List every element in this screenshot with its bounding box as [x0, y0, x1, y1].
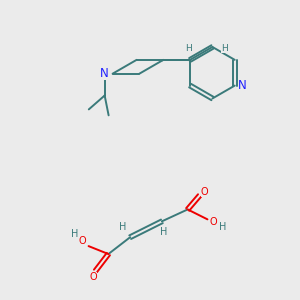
Text: H: H	[160, 227, 168, 237]
Text: N: N	[100, 67, 109, 80]
Text: H: H	[219, 222, 226, 232]
Text: O: O	[201, 187, 208, 196]
Text: H: H	[221, 44, 228, 53]
Text: O: O	[210, 217, 217, 227]
Text: N: N	[238, 79, 247, 92]
Text: O: O	[79, 236, 86, 246]
Text: H: H	[118, 222, 126, 232]
Text: H: H	[71, 229, 78, 239]
Text: O: O	[90, 272, 97, 282]
Text: H: H	[185, 44, 191, 53]
